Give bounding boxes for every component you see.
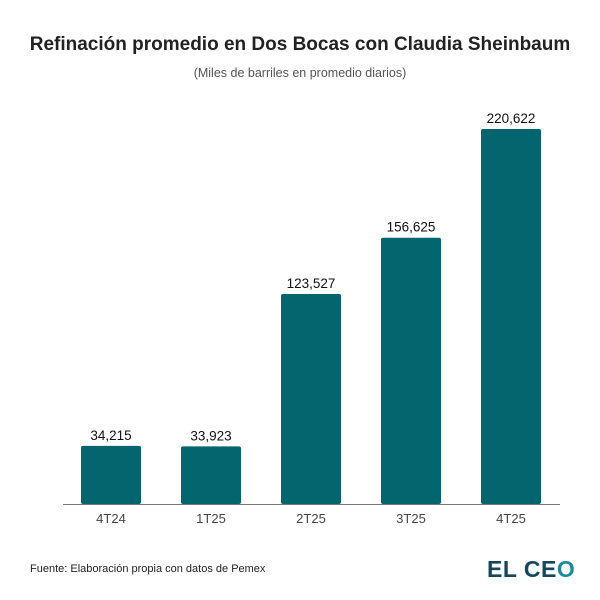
x-tick-label: 3T25 xyxy=(396,511,426,526)
bar-4T25 xyxy=(481,128,541,504)
bar-3T25 xyxy=(381,237,441,505)
bar-2T25 xyxy=(281,294,341,504)
el-ceo-logo: EL CEO xyxy=(487,556,576,582)
x-tick-label: 2T25 xyxy=(296,511,326,526)
data-label: 123,527 xyxy=(287,276,336,291)
data-label: 156,625 xyxy=(387,220,436,235)
x-tick-label: 4T25 xyxy=(496,511,526,526)
x-tick-label: 4T24 xyxy=(96,511,126,526)
chart-subtitle: (Miles de barriles en promedio diarios) xyxy=(193,66,407,80)
source-note: Fuente: Elaboración propia con datos de … xyxy=(30,563,266,575)
chart-title: Refinación promedio en Dos Bocas con Cla… xyxy=(29,34,571,55)
data-label: 33,923 xyxy=(190,428,231,443)
x-tick-label: 1T25 xyxy=(196,511,226,526)
bar-4T24 xyxy=(81,445,141,504)
data-label: 34,215 xyxy=(90,428,131,443)
bar-1T25 xyxy=(181,446,241,504)
data-label: 220,622 xyxy=(487,111,536,126)
